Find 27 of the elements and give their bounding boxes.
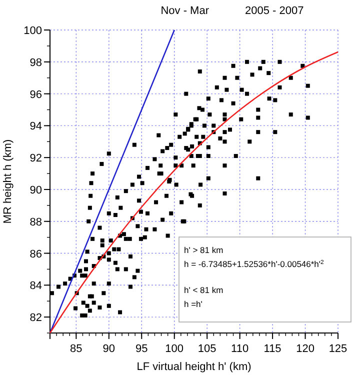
chart-subtitle: 2005 - 2007: [245, 5, 304, 17]
y-tick-label: 88: [30, 216, 42, 228]
x-tick-label: 95: [136, 343, 148, 355]
x-tick-label: 85: [70, 343, 82, 355]
y-tick-label: 96: [30, 88, 42, 101]
y-tick-label: 82: [30, 312, 42, 324]
x-tick-label: 125: [328, 343, 348, 355]
y-tick-label: 84: [30, 280, 42, 292]
annotation: h = -6.73485+1.52536*h'-0.00546*h'$^{2}$: [184, 259, 324, 269]
y-tick-label: 90: [30, 184, 42, 196]
annotation: h' < 81 km: [184, 285, 224, 295]
y-tick-label: 94: [30, 120, 42, 133]
annotation: h =h': [184, 299, 203, 309]
x-tick-label: 115: [264, 343, 282, 355]
chart-title: Nov - Mar: [160, 5, 210, 17]
x-tick-label: 105: [198, 343, 216, 355]
y-tick-label: 86: [30, 248, 42, 260]
x-tick-label: 110: [231, 343, 249, 355]
y-tick-label: 98: [30, 56, 42, 69]
y-tick-label: 92: [30, 152, 42, 165]
x-tick-label: 100: [165, 343, 184, 355]
y-tick-label: 100: [24, 25, 42, 37]
x-tick-label: 120: [296, 343, 314, 355]
annotation: h' > 81 km: [184, 245, 224, 255]
x-axis-title: LF virtual height h' (km): [136, 361, 252, 373]
x-tick-label: 90: [102, 343, 116, 355]
y-axis-title: MR height h (km): [2, 139, 14, 224]
